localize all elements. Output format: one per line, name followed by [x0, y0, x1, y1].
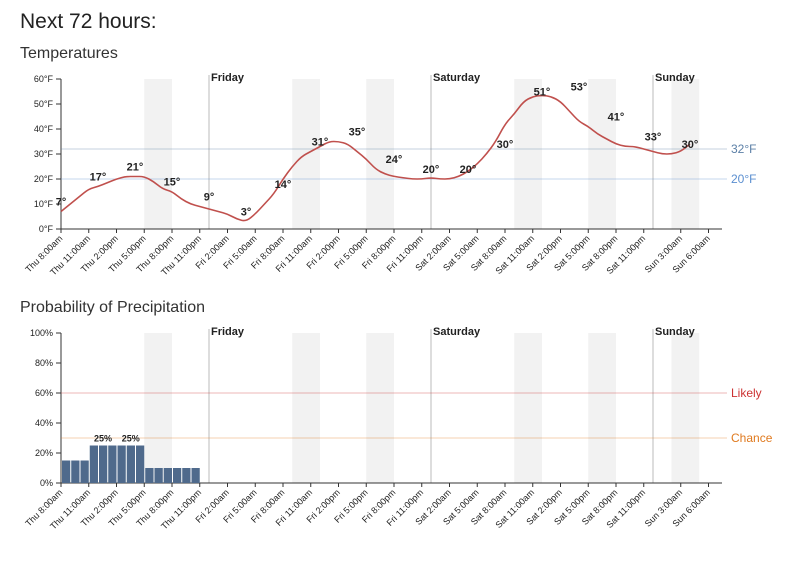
temp-data-label-8: 35°	[349, 127, 366, 139]
temp-night-band-2	[366, 79, 394, 229]
precip-bar-6	[117, 445, 126, 483]
temp-night-band-5	[671, 79, 700, 229]
temp-y-tick-label-6: 60°F	[34, 74, 54, 84]
temp-day-label-2: Sunday	[655, 72, 696, 84]
temp-y-tick-label-4: 40°F	[34, 124, 54, 134]
precip-ref-label-0: Likely	[731, 386, 762, 400]
temp-data-label-4: 9°	[204, 192, 215, 204]
precip-night-band-2	[366, 333, 394, 483]
temp-data-label-15: 41°	[608, 112, 625, 124]
precip-bar-2	[80, 460, 89, 483]
temp-day-label-0: Friday	[211, 72, 245, 84]
temp-y-tick-label-2: 20°F	[34, 174, 54, 184]
precip-bar-1	[71, 460, 80, 483]
precip-y-tick-label-3: 60%	[35, 388, 53, 398]
precip-day-label-1: Saturday	[433, 326, 481, 338]
precip-night-band-3	[514, 333, 542, 483]
precip-bar-5	[108, 445, 117, 483]
precip-bar-9	[145, 468, 154, 483]
precip-data-label-1: 25%	[122, 434, 140, 444]
temp-data-label-3: 15°	[164, 177, 181, 189]
precip-bar-10	[154, 468, 163, 483]
precip-bar-7	[126, 445, 135, 483]
temp-data-label-16: 33°	[645, 132, 662, 144]
temp-data-label-13: 51°	[534, 87, 551, 99]
precip-y-tick-label-5: 100%	[30, 328, 53, 338]
temp-day-label-1: Saturday	[433, 72, 481, 84]
temp-data-label-7: 31°	[312, 137, 329, 149]
temp-data-label-9: 24°	[386, 154, 403, 166]
temp-data-label-12: 30°	[497, 139, 514, 151]
temp-y-tick-label-3: 30°F	[34, 149, 54, 159]
precip-y-tick-label-1: 20%	[35, 448, 53, 458]
page-title: Next 72 hours:	[20, 10, 157, 33]
temp-data-label-14: 53°	[571, 82, 588, 94]
precip-bar-11	[163, 468, 172, 483]
precip-night-band-1	[292, 333, 320, 483]
temperature-line	[60, 94, 691, 222]
precip-ref-label-1: Chance	[731, 431, 773, 445]
precipitation-title: Probability of Precipitation	[20, 299, 205, 316]
temp-ref-label-0: 32°F	[731, 142, 756, 156]
temp-y-tick-label-5: 50°F	[34, 99, 54, 109]
precip-bar-3	[89, 445, 98, 483]
precip-night-band-0	[144, 333, 172, 483]
precip-bar-8	[136, 445, 145, 483]
precip-day-label-0: Friday	[211, 326, 245, 338]
precip-bar-13	[182, 468, 191, 483]
temp-data-label-6: 14°	[275, 179, 292, 191]
temperatures-title: Temperatures	[20, 45, 118, 62]
precip-bar-0	[62, 460, 71, 483]
precip-night-band-5	[671, 333, 700, 483]
temp-night-band-3	[514, 79, 542, 229]
precip-bar-14	[191, 468, 200, 483]
precip-y-tick-label-0: 0%	[40, 478, 53, 488]
temp-y-tick-label-0: 0°F	[39, 224, 54, 234]
temp-night-band-0	[144, 79, 172, 229]
temp-data-label-17: 30°	[682, 139, 699, 151]
precip-y-tick-label-4: 80%	[35, 358, 53, 368]
precip-bar-4	[99, 445, 108, 483]
precip-bar-12	[173, 468, 182, 483]
temp-data-label-5: 3°	[241, 207, 252, 219]
temp-night-band-4	[588, 79, 616, 229]
precip-y-tick-label-2: 40%	[35, 418, 53, 428]
temp-data-label-11: 20°	[460, 164, 477, 176]
temp-data-label-1: 17°	[90, 172, 107, 184]
precip-day-label-2: Sunday	[655, 326, 696, 338]
temp-data-label-0: 7°	[56, 197, 67, 209]
temp-data-label-2: 21°	[127, 162, 144, 174]
precip-data-label-0: 25%	[94, 434, 112, 444]
temp-ref-label-1: 20°F	[731, 172, 756, 186]
temp-y-tick-label-1: 10°F	[34, 199, 54, 209]
temp-data-label-10: 20°	[423, 164, 440, 176]
precip-night-band-4	[588, 333, 616, 483]
